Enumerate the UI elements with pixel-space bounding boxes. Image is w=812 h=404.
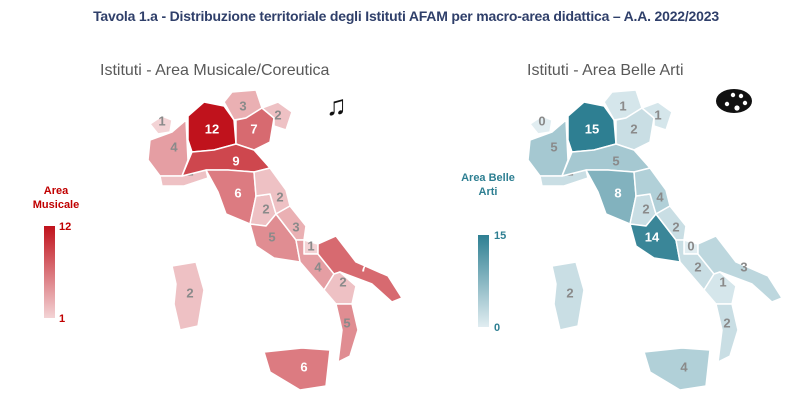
music-value-label: 2 bbox=[262, 201, 269, 216]
arts-value-label: 1 bbox=[619, 98, 626, 113]
arts-value-label: 2 bbox=[723, 315, 730, 330]
music-value-label: 2 bbox=[274, 107, 281, 122]
music-region-abruzzo bbox=[275, 205, 307, 241]
arts-value-label: 1 bbox=[719, 274, 726, 289]
music-legend-colorbar bbox=[44, 226, 55, 318]
palette-icon bbox=[716, 89, 752, 113]
music-value-label: 2 bbox=[339, 274, 346, 289]
arts-value-label: 4 bbox=[656, 189, 664, 204]
music-value-label: 9 bbox=[232, 153, 239, 168]
music-value-label: 12 bbox=[205, 121, 219, 136]
arts-region-abruzzo bbox=[655, 205, 687, 241]
arts-value-label: 15 bbox=[585, 121, 599, 136]
music-value-label: 1 bbox=[158, 113, 165, 128]
music-value-label: 4 bbox=[170, 139, 178, 154]
arts-value-label: 3 bbox=[740, 259, 747, 274]
arts-legend-colorbar bbox=[478, 235, 489, 327]
music-legend-max: 12 bbox=[59, 221, 72, 233]
arts-region-calabria bbox=[715, 303, 739, 363]
music-value-label: 1 bbox=[307, 238, 314, 253]
music-value-label: 2 bbox=[186, 285, 193, 300]
arts-legend-title: Area Belle Arti bbox=[461, 172, 515, 198]
music-value-label: 7 bbox=[360, 259, 367, 274]
arts-value-label: 0 bbox=[687, 238, 694, 253]
music-region-puglia bbox=[317, 235, 403, 303]
arts-value-label: 14 bbox=[645, 229, 660, 244]
arts-region-sardegna bbox=[551, 261, 585, 331]
arts-value-label: 2 bbox=[672, 219, 679, 234]
music-notes-icon: ♫ bbox=[326, 90, 347, 121]
arts-value-label: 4 bbox=[680, 359, 688, 374]
arts-region-friuli-venezia-giulia bbox=[641, 101, 673, 131]
music-legend-title: Area Musicale bbox=[32, 185, 80, 211]
page-title: Tavola 1.a - Distribuzione territoriale … bbox=[93, 8, 719, 24]
arts-value-label: 2 bbox=[642, 201, 649, 216]
music-value-label: 2 bbox=[276, 189, 283, 204]
music-value-label: 5 bbox=[343, 315, 350, 330]
arts-value-label: 0 bbox=[538, 113, 545, 128]
arts-region-valle-d-aosta bbox=[529, 115, 553, 135]
arts-legend-max: 15 bbox=[494, 230, 507, 242]
arts-legend-min: 0 bbox=[494, 322, 501, 334]
arts-region-sicilia bbox=[643, 347, 711, 391]
music-value-label: 6 bbox=[300, 359, 307, 374]
music-value-label: 3 bbox=[292, 219, 299, 234]
music-value-label: 5 bbox=[268, 229, 275, 244]
arts-region-puglia bbox=[697, 235, 783, 303]
music-region-valle-d-aosta bbox=[149, 115, 173, 135]
arts-value-label: 8 bbox=[614, 185, 621, 200]
music-region-sicilia bbox=[263, 347, 331, 391]
arts-value-label: 2 bbox=[630, 121, 637, 136]
arts-value-label: 2 bbox=[694, 259, 701, 274]
music-region-sardegna bbox=[171, 261, 205, 331]
arts-value-label: 1 bbox=[654, 107, 661, 122]
arts-value-label: 5 bbox=[612, 153, 619, 168]
arts-region-toscana bbox=[585, 169, 637, 225]
music-region-calabria bbox=[335, 303, 359, 363]
music-value-label: 4 bbox=[314, 259, 322, 274]
arts-map-title: Istituti - Area Belle Arti bbox=[527, 62, 684, 79]
music-region-friuli-venezia-giulia bbox=[261, 101, 293, 131]
music-legend-min: 1 bbox=[59, 313, 66, 325]
music-value-label: 3 bbox=[239, 98, 246, 113]
music-map-title: Istituti - Area Musicale/Coreutica bbox=[100, 62, 330, 79]
arts-value-label: 2 bbox=[566, 285, 573, 300]
music-value-label: 6 bbox=[234, 185, 241, 200]
arts-value-label: 5 bbox=[550, 139, 557, 154]
music-value-label: 7 bbox=[250, 121, 257, 136]
